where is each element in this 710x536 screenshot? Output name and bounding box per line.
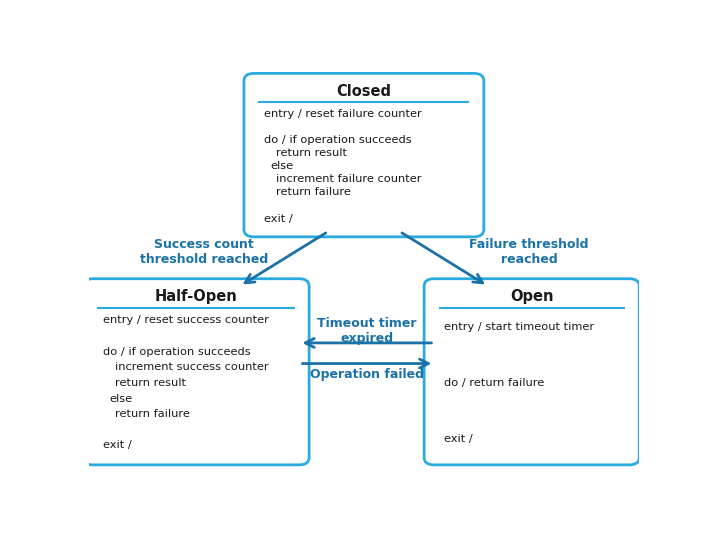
Text: return result: return result [115, 378, 186, 388]
Text: else: else [270, 161, 293, 172]
FancyBboxPatch shape [424, 279, 639, 465]
Text: Success count
threshold reached: Success count threshold reached [140, 238, 268, 266]
Text: return failure: return failure [276, 188, 351, 197]
Text: increment failure counter: increment failure counter [276, 174, 422, 184]
Text: exit /: exit / [263, 214, 293, 224]
Text: Operation failed: Operation failed [310, 368, 424, 381]
Text: exit /: exit / [103, 441, 131, 450]
Text: do / if operation succeeds: do / if operation succeeds [263, 135, 411, 145]
Text: Timeout timer
expired: Timeout timer expired [317, 317, 416, 345]
Text: do / return failure: do / return failure [444, 378, 544, 388]
Text: entry / reset success counter: entry / reset success counter [103, 315, 268, 325]
Text: entry / reset failure counter: entry / reset failure counter [263, 109, 422, 119]
Text: do / if operation succeeds: do / if operation succeeds [103, 347, 251, 356]
FancyBboxPatch shape [83, 279, 309, 465]
FancyBboxPatch shape [244, 73, 484, 237]
Text: return failure: return failure [115, 409, 190, 419]
Text: entry / start timeout timer: entry / start timeout timer [444, 322, 594, 332]
Text: increment success counter: increment success counter [115, 362, 268, 373]
Text: return result: return result [276, 148, 347, 158]
Text: Open: Open [510, 289, 554, 304]
Text: else: else [109, 393, 132, 404]
Text: Closed: Closed [337, 84, 391, 99]
Text: exit /: exit / [444, 434, 473, 444]
Text: Failure threshold
reached: Failure threshold reached [469, 238, 589, 266]
Text: Half-Open: Half-Open [155, 289, 237, 304]
